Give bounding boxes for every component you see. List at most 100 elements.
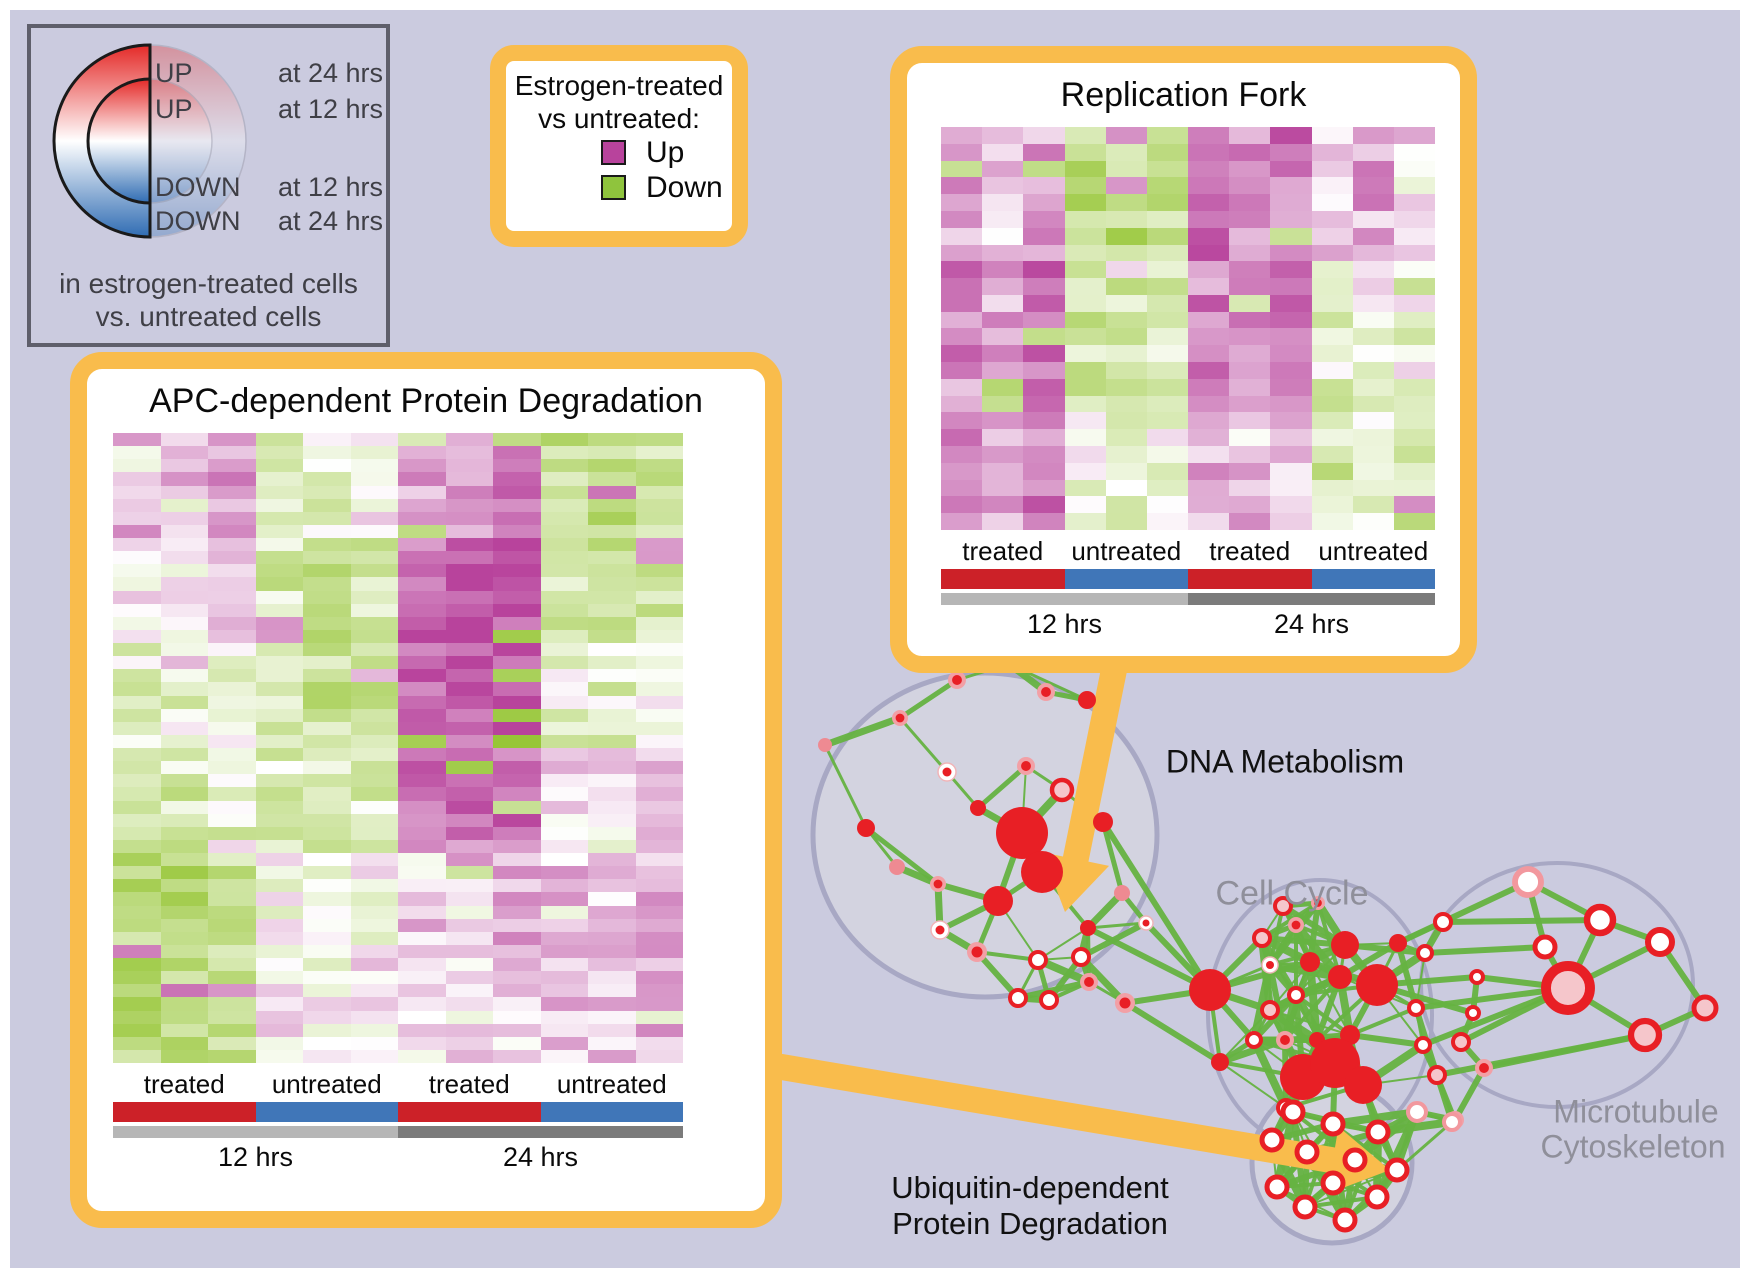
heatmap-cell xyxy=(208,511,256,525)
heatmap-cell xyxy=(1393,462,1435,480)
heatmap-cell xyxy=(255,813,303,827)
heatmap-cell xyxy=(445,944,493,958)
heatmap-cell xyxy=(445,682,493,696)
heatmap-cell xyxy=(398,931,446,945)
network-node xyxy=(1389,934,1407,952)
heatmap-cell xyxy=(208,984,256,998)
heatmap-cell xyxy=(540,984,588,998)
heatmap-cell xyxy=(982,362,1024,379)
heatmap-cell xyxy=(588,472,636,486)
heatmap-cell xyxy=(350,853,398,867)
group-label-untreated: untreated xyxy=(1318,536,1429,566)
heatmap-cell xyxy=(350,603,398,617)
color-key-title-line1: Estrogen-treated xyxy=(514,70,724,101)
network-edge xyxy=(1267,900,1321,968)
heatmap-cell xyxy=(1311,311,1353,329)
heatmap-cell xyxy=(208,682,256,696)
heatmap-cell xyxy=(1229,244,1271,262)
heatmap-cell xyxy=(1105,496,1147,514)
network-node xyxy=(1465,1005,1481,1021)
heatmap-cell xyxy=(445,866,493,880)
heatmap-cell xyxy=(160,944,208,958)
network-node xyxy=(970,800,986,816)
heatmap-cell xyxy=(445,538,493,552)
heatmap-cell xyxy=(160,472,208,486)
heatmap-cell xyxy=(1146,345,1188,363)
heatmap-cell xyxy=(493,826,541,840)
heatmap-cell xyxy=(1352,210,1394,228)
heatmap-cell xyxy=(208,774,256,788)
cluster-label-4: Ubiquitin-dependent xyxy=(891,1170,1169,1205)
heatmap-cell xyxy=(445,669,493,683)
heatmap-cell xyxy=(350,1010,398,1024)
heatmap-cell xyxy=(350,721,398,735)
heatmap-cell xyxy=(160,669,208,683)
heatmap-cell xyxy=(350,892,398,906)
heatmap-cell xyxy=(1188,177,1230,195)
heatmap-cell xyxy=(493,524,541,538)
heatmap-cell xyxy=(160,813,208,827)
heatmap-cell xyxy=(445,551,493,565)
heatmap-cell xyxy=(160,826,208,840)
heatmap-cell xyxy=(588,616,636,630)
heatmap-cell xyxy=(160,538,208,552)
heatmap-cell xyxy=(398,866,446,880)
cluster-ellipse-microtubule xyxy=(1419,861,1695,1109)
cluster-ellipse-dna-metabolism xyxy=(810,670,1160,1000)
heatmap-cell xyxy=(445,1010,493,1024)
heatmap-cell xyxy=(635,551,683,565)
heatmap-cell xyxy=(208,944,256,958)
heatmap-cell xyxy=(588,446,636,460)
heatmap-cell xyxy=(1393,177,1435,195)
heatmap-cell xyxy=(1393,513,1435,530)
heatmap-cell xyxy=(160,853,208,867)
heatmap-cell xyxy=(1311,345,1353,363)
heatmap-cell xyxy=(1393,210,1435,228)
heatmap-cell xyxy=(303,485,351,499)
heatmap-cell xyxy=(255,774,303,788)
network-edge xyxy=(1440,917,1603,925)
heatmap-cell xyxy=(1023,210,1065,228)
heatmap-cell xyxy=(635,1036,683,1050)
heatmap-cell xyxy=(255,669,303,683)
heatmap-cell xyxy=(1311,378,1353,396)
network-node xyxy=(1433,912,1453,932)
heatmap-cell xyxy=(1352,345,1394,363)
heatmap-cell xyxy=(588,944,636,958)
heatmap-cell xyxy=(350,905,398,919)
heatmap-cell xyxy=(1352,513,1394,530)
heatmap-cell xyxy=(350,918,398,932)
heatmap-cell xyxy=(303,971,351,985)
enrichment-network-graph xyxy=(749,647,1719,1246)
time-label: 12 hrs xyxy=(217,1142,294,1172)
network-node xyxy=(1532,934,1558,960)
heatmap-cell xyxy=(1105,127,1147,144)
heatmap-cell xyxy=(303,892,351,906)
heatmap-cell xyxy=(493,577,541,591)
network-node xyxy=(1264,1174,1290,1200)
heatmap-cell xyxy=(1188,278,1230,295)
network-node xyxy=(1414,1036,1432,1054)
heatmap-cell xyxy=(303,1049,351,1063)
heatmap-cell xyxy=(540,866,588,880)
heatmap-cell xyxy=(635,459,683,473)
heatmap-cell xyxy=(303,590,351,604)
heatmap-cell xyxy=(398,511,446,525)
heatmap-cell xyxy=(493,682,541,696)
heatmap-cell xyxy=(1270,194,1312,211)
heatmap-cell xyxy=(635,839,683,853)
heatmap-cell xyxy=(350,498,398,512)
cluster-label-3: Cytoskeleton xyxy=(1540,1128,1726,1165)
heatmap-cell xyxy=(1146,244,1188,262)
heatmap-cell xyxy=(588,564,636,578)
heatmap-cell xyxy=(398,656,446,670)
heatmap-cell xyxy=(1105,227,1147,245)
heatmap-cell xyxy=(208,761,256,775)
heatmap-cell xyxy=(303,721,351,735)
heatmap-cell xyxy=(255,446,303,460)
heatmap-cell xyxy=(635,643,683,657)
heatmap-cell xyxy=(493,669,541,683)
network-node xyxy=(930,920,950,940)
heatmap-cell xyxy=(398,551,446,565)
heatmap-cell xyxy=(1105,479,1147,497)
